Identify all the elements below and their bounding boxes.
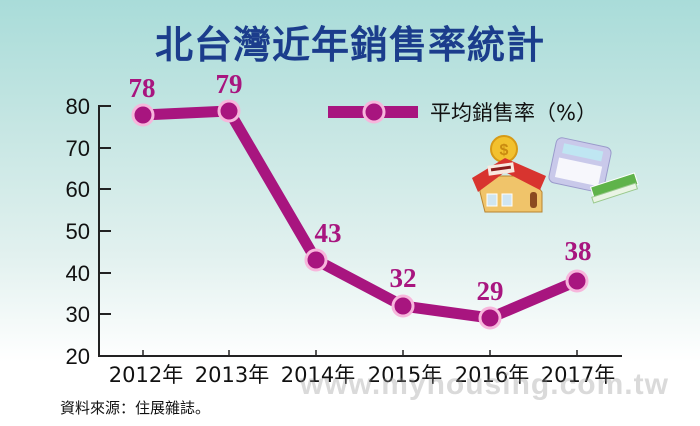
watermark: www.myhousing.com.tw <box>300 368 669 401</box>
source-note: 資料來源：住展雜誌。 <box>60 399 211 417</box>
y-tick-label: 40 <box>66 261 90 286</box>
legend-label: 平均銷售率（%） <box>430 101 597 125</box>
data-point <box>565 269 589 293</box>
y-tick-label: 70 <box>66 136 90 161</box>
chart-title: 北台灣近年銷售率統計 <box>154 23 545 67</box>
y-ticks: 80 70 60 50 40 30 20 <box>66 94 111 369</box>
y-tick-label: 60 <box>66 177 90 202</box>
svg-text:$: $ <box>500 142 509 159</box>
data-point <box>217 99 241 123</box>
y-tick-label: 80 <box>66 94 90 119</box>
x-tick-label: 2017年 <box>541 363 615 387</box>
house-savings-illustration: $ <box>472 135 639 213</box>
x-tick-label: 2012年 <box>109 363 183 387</box>
y-tick-label: 20 <box>66 344 90 369</box>
data-point <box>131 103 155 127</box>
data-label: 32 <box>390 263 417 293</box>
data-point <box>304 248 328 272</box>
y-tick-label: 30 <box>66 302 90 327</box>
data-point <box>478 306 502 330</box>
data-labels: 78 79 43 32 29 38 <box>129 69 592 306</box>
x-tick-label: 2015年 <box>368 363 442 387</box>
y-tick-label: 50 <box>66 219 90 244</box>
x-tick-label: 2014年 <box>281 363 355 387</box>
legend: 平均銷售率（%） <box>328 100 597 125</box>
x-tick-label: 2016年 <box>455 363 529 387</box>
x-tick-label: 2013年 <box>195 363 269 387</box>
data-label: 38 <box>565 236 592 266</box>
legend-marker <box>362 100 386 124</box>
data-point <box>391 294 415 318</box>
data-label: 79 <box>216 69 243 99</box>
series-line <box>137 105 583 324</box>
data-label: 43 <box>315 218 342 248</box>
money-stack-icon <box>589 172 639 204</box>
x-ticks: 2012年 2013年 2014年 2015年 2016年 2017年 <box>109 350 615 387</box>
data-markers <box>131 99 589 330</box>
data-label: 29 <box>477 276 504 306</box>
calculator-icon <box>548 137 612 193</box>
data-label: 78 <box>129 73 156 103</box>
